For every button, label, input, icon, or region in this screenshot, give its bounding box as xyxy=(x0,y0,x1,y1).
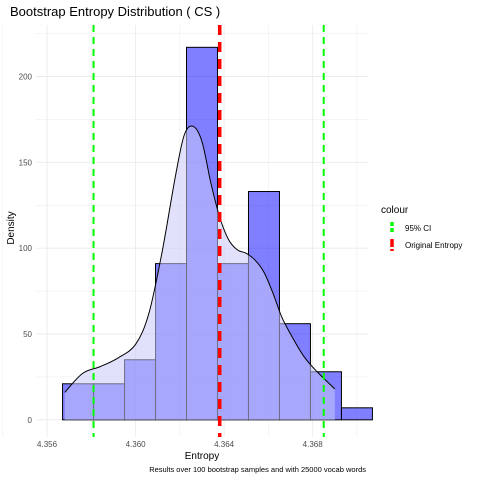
y-tick-label: 0 xyxy=(28,416,33,425)
y-tick-label: 50 xyxy=(23,330,32,339)
y-tick-label: 200 xyxy=(19,73,33,82)
x-tick-label: 4.360 xyxy=(126,440,147,449)
density-curve xyxy=(64,125,336,393)
chart-caption: Results over 100 bootstrap samples and w… xyxy=(149,465,366,474)
x-axis-title: Entropy xyxy=(185,451,219,462)
y-axis-ticks: 0 50 100 150 200 xyxy=(19,73,33,425)
x-tick-label: 4.368 xyxy=(303,440,324,449)
legend-title: colour xyxy=(381,205,409,216)
legend-items: 95% CI Original Entropy xyxy=(390,222,462,251)
chart-title: Bootstrap Entropy Distribution ( CS ) xyxy=(10,4,220,19)
y-tick-label: 150 xyxy=(19,158,33,167)
histogram-bar xyxy=(340,407,373,421)
x-axis-ticks: 4.356 4.360 4.364 4.368 xyxy=(37,440,323,449)
legend-label: Original Entropy xyxy=(405,241,462,250)
legend: colour 95% CI Original Entropy xyxy=(381,205,462,251)
density-area xyxy=(64,125,335,420)
x-tick-label: 4.356 xyxy=(37,440,58,449)
legend-label: 95% CI xyxy=(405,224,431,233)
y-axis-title: Density xyxy=(6,211,17,244)
y-tick-label: 100 xyxy=(19,244,33,253)
density-curve-group xyxy=(64,125,336,420)
reference-lines xyxy=(92,25,325,437)
x-tick-label: 4.364 xyxy=(214,440,235,449)
